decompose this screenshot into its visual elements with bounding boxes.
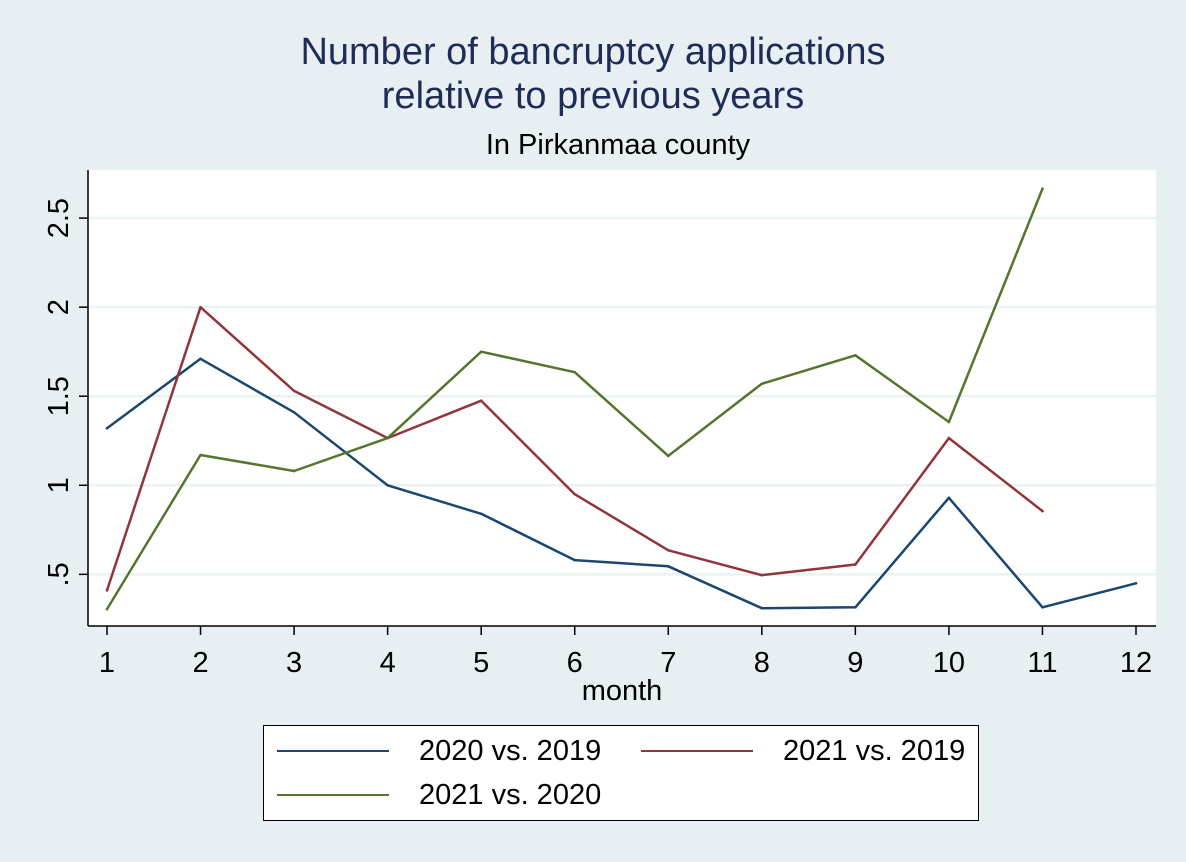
legend-swatch-2021-vs-2019 bbox=[641, 750, 753, 752]
data-point-2021-vs-2020-7 bbox=[666, 454, 670, 458]
x-tick-label-6: 7 bbox=[660, 647, 676, 679]
data-point-2021-vs-2020-8 bbox=[760, 382, 764, 386]
legend-label-2021-vs-2020: 2021 vs. 2020 bbox=[419, 778, 602, 811]
x-tick-label-7: 8 bbox=[754, 647, 770, 679]
legend-label-2021-vs-2019: 2021 vs. 2019 bbox=[783, 734, 966, 767]
data-point-2020-vs-2019-4 bbox=[386, 483, 389, 487]
x-tick-label-10: 11 bbox=[1027, 647, 1057, 679]
x-tick-label-5: 6 bbox=[567, 647, 583, 679]
data-point-2021-vs-2019-7 bbox=[666, 548, 670, 552]
data-point-2021-vs-2020-4 bbox=[386, 436, 389, 440]
data-point-2020-vs-2019-2 bbox=[199, 357, 202, 361]
legend-item-2020-vs-2019: 2020 vs. 2019 bbox=[277, 734, 601, 768]
data-point-2020-vs-2019-6 bbox=[573, 558, 577, 562]
data-point-2020-vs-2019-10 bbox=[947, 496, 951, 500]
data-point-2020-vs-2019-7 bbox=[666, 565, 670, 568]
data-point-2020-vs-2019-12 bbox=[1134, 581, 1138, 585]
data-point-2020-vs-2019-5 bbox=[479, 512, 483, 516]
data-point-2020-vs-2019-11 bbox=[1041, 605, 1044, 609]
data-point-2021-vs-2020-1 bbox=[105, 607, 109, 611]
y-tick-label-3: 2 bbox=[43, 299, 75, 315]
data-point-2020-vs-2019-3 bbox=[292, 410, 296, 414]
chart-subtitle: In Pirkanmaa county bbox=[485, 129, 751, 161]
data-point-2021-vs-2020-10 bbox=[947, 420, 951, 424]
x-tick-label-8: 9 bbox=[847, 647, 863, 679]
legend-item-2021-vs-2019: 2021 vs. 2019 bbox=[641, 734, 965, 768]
legend-label-2020-vs-2019: 2020 vs. 2019 bbox=[419, 734, 602, 767]
data-point-2021-vs-2019-8 bbox=[760, 573, 764, 577]
data-point-2021-vs-2019-1 bbox=[105, 589, 109, 592]
legend-item-2021-vs-2020: 2021 vs. 2020 bbox=[277, 778, 601, 812]
x-tick-label-1: 2 bbox=[192, 647, 208, 679]
data-point-2021-vs-2020-5 bbox=[479, 350, 483, 353]
data-point-2021-vs-2019-2 bbox=[199, 305, 202, 309]
y-tick-label-0: .5 bbox=[43, 562, 75, 586]
data-point-2021-vs-2019-5 bbox=[479, 399, 483, 402]
data-point-2021-vs-2020-2 bbox=[199, 453, 202, 457]
x-tick-label-0: 1 bbox=[99, 647, 115, 679]
chart-title: Number of bancruptcy applications relati… bbox=[0, 30, 1186, 118]
data-point-2020-vs-2019-1 bbox=[105, 426, 109, 430]
y-tick-label-4: 2.5 bbox=[43, 198, 75, 238]
data-point-2021-vs-2020-6 bbox=[573, 370, 577, 374]
y-tick-label-2: 1.5 bbox=[43, 376, 75, 416]
legend-swatch-2020-vs-2019 bbox=[277, 750, 389, 752]
legend-swatch-2021-vs-2020 bbox=[277, 794, 389, 796]
y-tick-label-1: 1 bbox=[43, 477, 75, 493]
series-line-2020-vs-2019 bbox=[105, 357, 1138, 610]
x-tick-label-11: 12 bbox=[1120, 647, 1152, 679]
chart-title-line-2: relative to previous years bbox=[381, 75, 805, 117]
x-tick-label-2: 3 bbox=[286, 647, 302, 679]
data-point-2020-vs-2019-8 bbox=[760, 606, 764, 610]
plot-area bbox=[88, 170, 1156, 626]
data-point-2020-vs-2019-9 bbox=[854, 605, 857, 609]
chart-title-line-1: Number of bancruptcy applications bbox=[300, 31, 886, 73]
x-axis-title: month bbox=[582, 675, 663, 707]
data-point-2021-vs-2019-10 bbox=[947, 436, 951, 440]
data-point-2021-vs-2019-3 bbox=[292, 389, 296, 393]
data-point-2021-vs-2020-9 bbox=[854, 353, 857, 357]
data-point-2021-vs-2019-11 bbox=[1041, 509, 1044, 513]
data-point-2021-vs-2020-11 bbox=[1041, 187, 1044, 191]
x-tick-label-9: 10 bbox=[933, 647, 965, 679]
x-tick-label-4: 5 bbox=[473, 647, 489, 679]
legend: 2020 vs. 2019 2021 vs. 2019 2021 vs. 202… bbox=[263, 725, 979, 821]
data-point-2021-vs-2020-3 bbox=[292, 469, 296, 473]
data-point-2021-vs-2019-9 bbox=[854, 563, 857, 566]
x-tick-label-3: 4 bbox=[380, 647, 396, 679]
data-point-2021-vs-2019-6 bbox=[573, 492, 577, 496]
